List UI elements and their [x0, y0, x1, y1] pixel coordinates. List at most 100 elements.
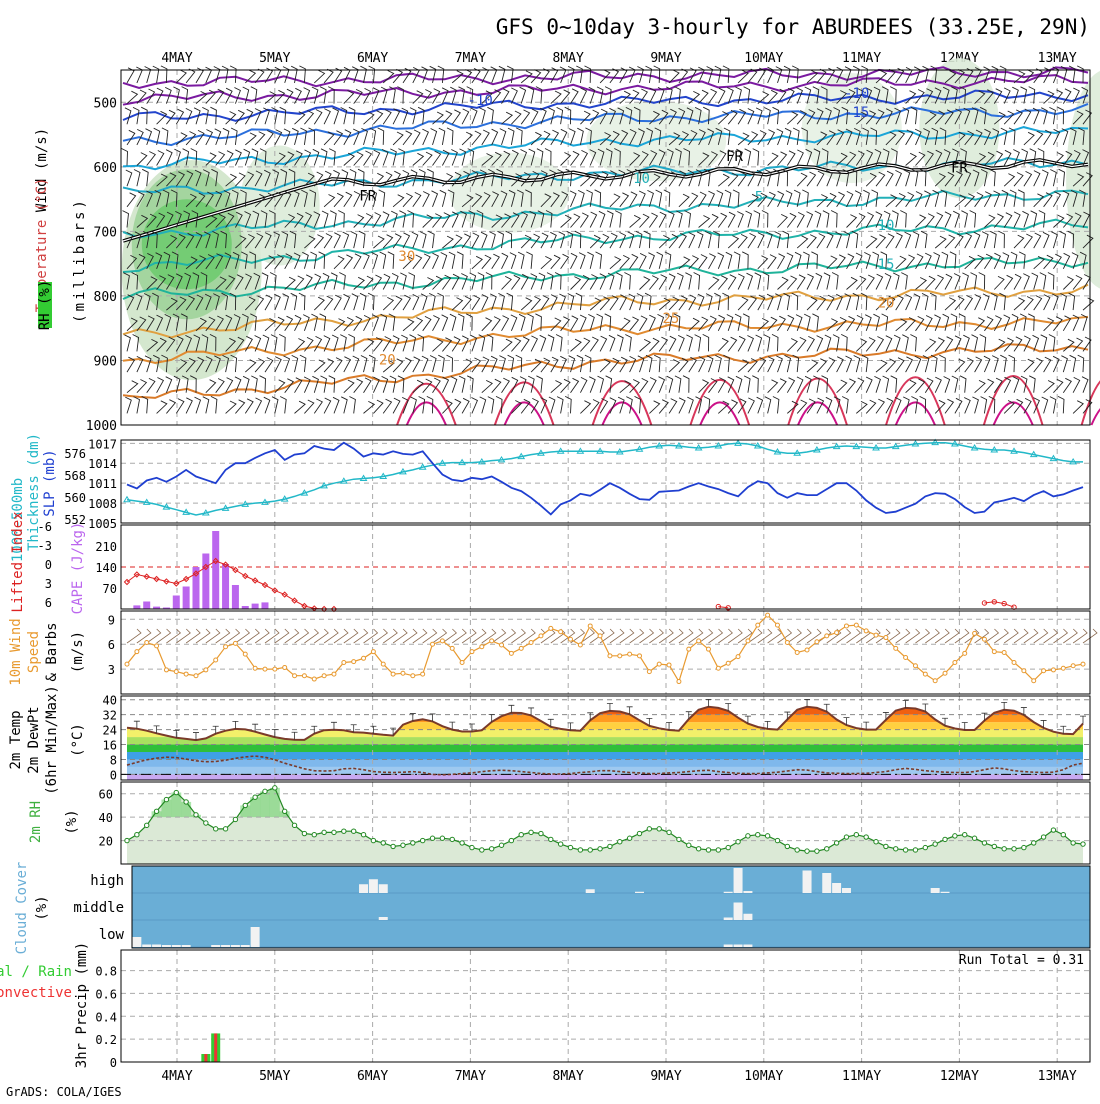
upper-wind-barb-1657	[1082, 234, 1094, 249]
rh2m-marker-15	[272, 785, 278, 791]
upper-wind-barb-1087	[747, 397, 755, 414]
upper-wind-barb-1386	[924, 252, 932, 269]
upper-wind-barb-1469	[969, 210, 977, 228]
upper-wind-barb-275	[283, 128, 291, 146]
upper-wind-barb-1233	[836, 254, 846, 270]
cloud-unit: (%)	[34, 895, 50, 920]
wind10-barb-15	[274, 628, 290, 644]
upper-wind-barb-491	[397, 375, 405, 393]
upper-wind-barb-718	[536, 148, 544, 166]
upper-wind-barb-1319	[884, 272, 892, 290]
upper-wind-barb-31	[136, 355, 144, 373]
upper-wind-barb-266	[274, 293, 281, 311]
upper-wind-barb-777	[570, 315, 579, 332]
upper-wind-barb-900	[634, 395, 641, 414]
temp-max-whisker-7	[192, 732, 199, 741]
upper-wind-barb-1165	[794, 251, 802, 269]
upper-wind-barb-1567	[1033, 130, 1044, 146]
upper-wind-barb-1575	[1033, 295, 1043, 311]
wind10-marker-82	[932, 678, 938, 684]
upper-wind-barb-834	[604, 86, 612, 104]
upper-wind-barb-55	[156, 150, 165, 166]
upper-wind-barb-1299	[875, 211, 883, 228]
upper-wind-barb-821	[599, 171, 609, 187]
upper-wind-barb-190	[230, 127, 238, 145]
isotherm-1	[122, 74, 1089, 106]
upper-wind-barb-603	[471, 232, 480, 249]
upper-wind-barb-387	[340, 334, 347, 352]
upper-wind-barb-897	[639, 338, 652, 352]
upper-wind-barb-1151	[786, 314, 795, 332]
upper-wind-barb-1256	[846, 378, 857, 393]
upper-wind-barb-602	[468, 210, 476, 228]
upper-wind-barb-1177	[805, 148, 813, 166]
upper-wind-barb-705	[530, 233, 541, 249]
upper-wind-barb-200	[235, 336, 245, 352]
upper-wind-barb-1605	[1053, 214, 1065, 228]
upper-wind-barb-1579	[1028, 375, 1036, 393]
rh2m-marker-97	[1080, 841, 1086, 847]
footer-credit: GrADS: COLA/IGES	[6, 1085, 122, 1099]
wind10-marker-28	[400, 670, 406, 676]
upper-wind-barb-947	[665, 313, 673, 331]
upper-wind-barb-183	[225, 337, 237, 352]
upper-wind-barb-791	[578, 252, 586, 269]
upper-wind-barb-210	[239, 189, 247, 207]
upper-wind-barb-647	[501, 88, 510, 104]
upper-wind-barb-924	[655, 189, 663, 207]
upper-wind-barb-283	[282, 293, 290, 311]
upper-wind-barb-1646	[1069, 354, 1077, 373]
upper-wind-barb-740	[550, 254, 561, 270]
wind10-marker-41	[528, 640, 534, 646]
cloud-bar-middle-62	[733, 902, 743, 920]
upper-wind-barb-638	[491, 253, 500, 270]
upper-wind-barb-727	[539, 334, 547, 352]
upper-wind-barb-1121	[764, 396, 772, 414]
upper-wind-barb-1615	[1060, 65, 1068, 84]
upper-wind-barb-763	[560, 378, 571, 394]
upper-wind-barb-400	[353, 253, 362, 270]
upper-wind-barb-804	[589, 172, 601, 187]
hot-contour-2	[396, 382, 457, 426]
upper-wind-barb-1363	[914, 128, 922, 146]
upper-wind-barb-1482	[983, 128, 991, 146]
rh2m-marker-71	[824, 846, 830, 852]
upper-wind-barb-528	[432, 88, 441, 104]
wind10-barb-22	[343, 628, 359, 644]
upper-wind-barb-65	[152, 354, 160, 373]
upper-wind-barb-239	[264, 91, 277, 104]
upper-wind-barb-769	[570, 150, 580, 166]
upper-wind-barb-1058	[736, 148, 743, 166]
upper-wind-barb-974	[687, 169, 695, 187]
upper-wind-barb-1028	[713, 230, 720, 249]
upper-wind-barb-825	[595, 251, 602, 269]
upper-wind-barb-1412	[942, 86, 950, 104]
temp2m-unit: (°C)	[70, 723, 86, 757]
upper-wind-barb-1083	[742, 313, 750, 331]
rh2m-area	[127, 787, 1083, 864]
upper-wind-barb-436	[367, 292, 375, 311]
upper-wind-barb-263	[273, 231, 280, 249]
rh2m-marker-42	[538, 830, 544, 837]
temp-max-whisker-21	[330, 721, 337, 730]
upper-wind-barb-1232	[835, 231, 842, 249]
upper-wind-barb-1052	[727, 376, 735, 393]
temp-max-whisker-73	[843, 717, 850, 726]
upper-wind-barb-1620	[1058, 168, 1065, 187]
upper-wind-barb-187	[229, 65, 237, 83]
upper-wind-barb-1510	[991, 355, 999, 373]
upper-wind-barb-752	[560, 152, 572, 166]
upper-wind-barb-954	[678, 107, 686, 125]
upper-wind-barb-411	[361, 127, 368, 146]
upper-wind-barb-248	[261, 272, 269, 290]
wind10-marker-35	[469, 649, 475, 655]
upper-wind-barb-1143	[786, 150, 796, 166]
upper-wind-barb-1112	[761, 210, 769, 228]
upper-wind-barb-1508	[993, 315, 1002, 332]
upper-wind-barb-212	[244, 233, 256, 249]
upper-wind-barb-93	[175, 233, 186, 249]
upper-wind-barb-1032	[717, 314, 726, 331]
upper-wind-barb-308	[304, 110, 315, 125]
upper-wind-barb-398	[353, 214, 365, 228]
upper-wind-barb-1197	[814, 210, 822, 228]
